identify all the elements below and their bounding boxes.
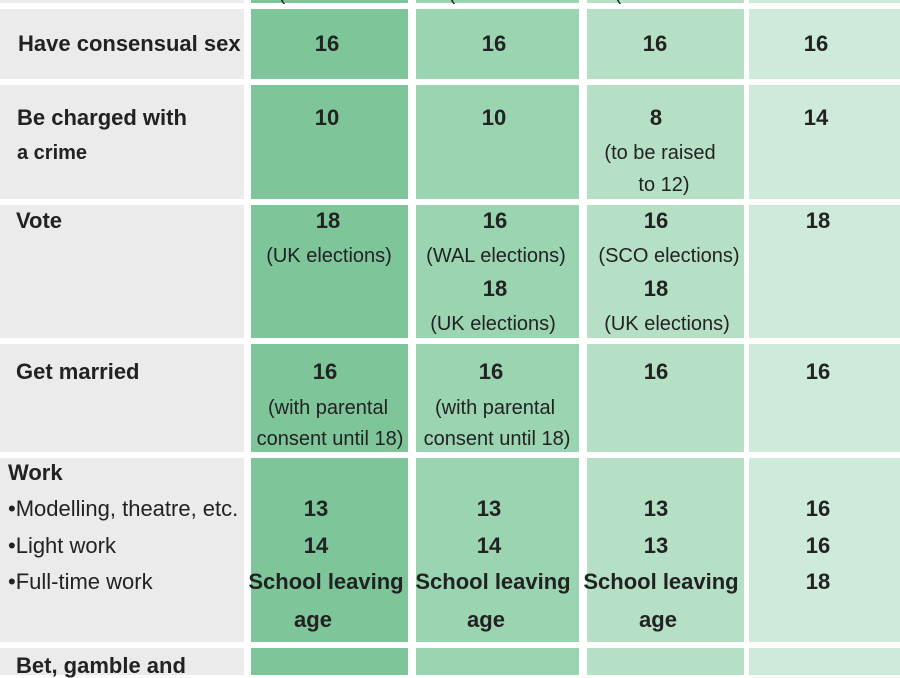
work-label: Work	[8, 460, 63, 485]
crime-label-line2: a crime	[17, 142, 88, 164]
work-light-value-1: 14	[303, 533, 329, 558]
work-modelling-value-3: 13	[643, 496, 669, 521]
crime-note-line2: to 12)	[638, 174, 690, 196]
vote-col3-note2: (UK elections)	[604, 313, 730, 335]
work-light-value-3: 13	[643, 533, 669, 558]
marry-col1-note-line1: (with parental	[267, 397, 389, 419]
work-cell-3	[587, 458, 744, 642]
sex-cell-3	[587, 9, 744, 79]
row-top-label-cell	[0, 0, 244, 3]
vote-cell-1	[251, 205, 408, 338]
sex-cell-2	[416, 9, 579, 79]
work-fulltime-value-2: School leaving	[415, 569, 571, 594]
work-fulltime-value-1: School leaving	[248, 569, 404, 594]
work-modelling-value-4: 16	[805, 496, 831, 521]
vote-cell-3	[587, 205, 744, 338]
crime-value-4: 14	[803, 105, 829, 130]
marry-col1-note-line2: consent until 18)	[256, 428, 404, 450]
work-item-light-label: •Light work	[8, 533, 116, 558]
work-cell-2	[416, 458, 579, 642]
sex-value-2: 16	[481, 31, 507, 56]
row-top-cell-4	[749, 0, 900, 3]
vote-label: Vote	[16, 208, 63, 233]
vote-col2-note2: (UK elections)	[430, 313, 556, 335]
vote-col3-note1: (SCO elections)	[598, 245, 740, 267]
crime-cell-2	[416, 85, 579, 199]
marry-value-1: 16	[312, 359, 338, 384]
work-fulltime-age-3: age	[639, 607, 677, 632]
sex-value-1: 16	[314, 31, 340, 56]
sex-value-3: 16	[642, 31, 668, 56]
marry-cell-2	[416, 344, 579, 452]
row-top-cell-1	[251, 0, 408, 3]
marry-cell-4	[749, 344, 900, 452]
sex-label-cell	[0, 9, 244, 79]
work-cell-4	[749, 458, 900, 642]
crime-cell-3	[587, 85, 744, 199]
vote-col4-value: 18	[805, 208, 831, 233]
vote-label-cell	[0, 205, 244, 338]
work-fulltime-age-1: age	[294, 607, 332, 632]
crime-label-line1: Be charged with	[17, 105, 187, 130]
marry-col2-note-line1: (with parental	[434, 397, 556, 419]
work-light-value-4: 16	[805, 533, 831, 558]
gamble-label: Bet, gamble and	[16, 653, 186, 678]
work-modelling-value-2: 13	[476, 496, 502, 521]
row-top-cell-3	[587, 0, 744, 3]
row-top-cell-2	[416, 0, 579, 3]
vote-col2-value2: 18	[482, 276, 508, 301]
work-cell-1	[251, 458, 408, 642]
vote-col2-note1: (WAL elections)	[426, 245, 566, 267]
vote-col3-value2: 18	[643, 276, 669, 301]
gamble-cell-1	[251, 648, 408, 675]
work-light-value-2: 14	[476, 533, 502, 558]
marry-value-4: 16	[805, 359, 831, 384]
crime-value-3: 8	[649, 105, 663, 130]
crime-label-cell	[0, 85, 244, 199]
gamble-cell-2	[416, 648, 579, 675]
top-fragment-1: (	[279, 0, 286, 4]
sex-value-4: 16	[803, 31, 829, 56]
marry-label-cell	[0, 344, 244, 452]
work-item-modelling-label: •Modelling, theatre, etc.	[8, 496, 239, 521]
top-fragment-3: (	[615, 0, 622, 4]
marry-col2-note-line2: consent until 18)	[423, 428, 571, 450]
sex-cell-4	[749, 9, 900, 79]
work-fulltime-value-3: School leaving	[583, 569, 739, 594]
vote-col3-value1: 16	[643, 208, 669, 233]
vote-col2-value1: 16	[482, 208, 508, 233]
sex-cell-1	[251, 9, 408, 79]
vote-cell-4	[749, 205, 900, 338]
marry-label: Get married	[16, 359, 140, 384]
crime-cell-1	[251, 85, 408, 199]
work-item-fulltime-label: •Full-time work	[8, 569, 153, 594]
marry-cell-1	[251, 344, 408, 452]
marry-cell-3	[587, 344, 744, 452]
crime-value-1: 10	[314, 105, 340, 130]
work-modelling-value-1: 13	[303, 496, 329, 521]
work-fulltime-value-4: 18	[805, 569, 831, 594]
vote-cell-2	[416, 205, 579, 338]
gamble-cell-4	[749, 648, 900, 675]
sex-label: Have consensual sex	[18, 31, 241, 56]
vote-col1-note: (UK elections)	[266, 245, 392, 267]
work-fulltime-age-2: age	[467, 607, 505, 632]
crime-cell-4	[749, 85, 900, 199]
marry-value-3: 16	[643, 359, 669, 384]
crime-note-line1: (to be raised	[604, 142, 716, 164]
crime-value-2: 10	[481, 105, 507, 130]
marry-value-2: 16	[478, 359, 504, 384]
work-label-cell	[0, 458, 244, 642]
vote-col1-value: 18	[315, 208, 341, 233]
gamble-label-cell	[0, 648, 244, 675]
gamble-cell-3	[587, 648, 744, 675]
top-fragment-2: (	[449, 0, 456, 4]
